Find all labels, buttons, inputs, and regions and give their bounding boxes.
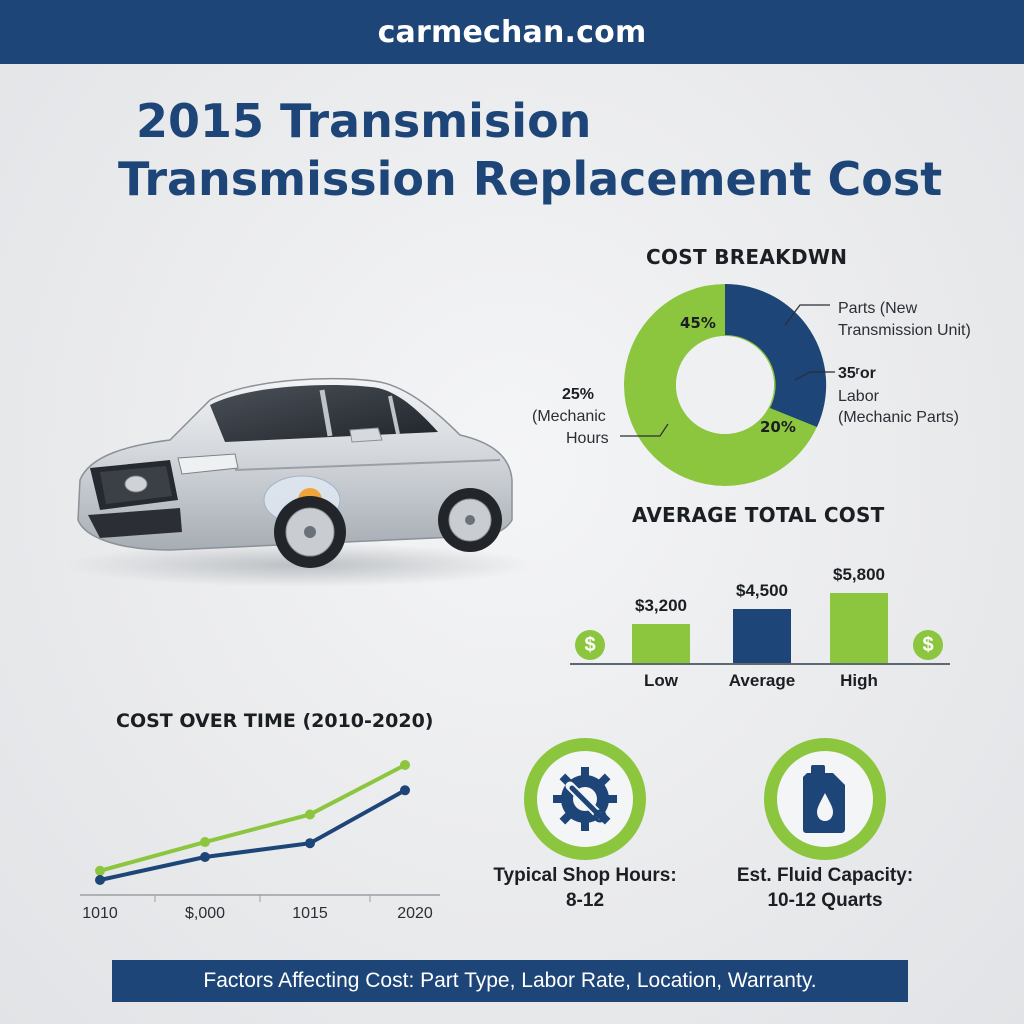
shop-hours-value: 8-12	[565, 890, 605, 911]
cost-breakdown-title: COST BREAKDWN	[646, 245, 848, 269]
factors-text: Factors Affecting Cost: Part Type, Labor…	[203, 969, 817, 992]
bar-value-label: $4,500	[736, 581, 788, 600]
series-point	[400, 785, 410, 796]
fluid-capacity-text: Est. Fluid Capacity: 10-12 Quarts	[715, 863, 935, 913]
bar-high	[830, 593, 888, 663]
title-line-2: Transmission Replacement Cost	[118, 152, 943, 206]
shop-hours-label: Typical Shop Hours:	[493, 865, 677, 886]
series-line-0	[99, 763, 406, 873]
series-point	[400, 760, 410, 770]
series-point	[95, 875, 105, 885]
x-tick-label: 2020	[397, 905, 433, 922]
label-mech-pct: 25%	[562, 386, 595, 403]
series-line-1	[99, 788, 406, 882]
label-mech-1: (Mechanic	[532, 408, 606, 425]
series-point	[305, 838, 315, 849]
site-name[interactable]: carmechan.com	[377, 14, 647, 50]
cost-over-time-title: COST OVER TIME (2010-2020)	[116, 710, 434, 732]
fluid-capacity-value: 10-12 Quarts	[767, 890, 883, 911]
bar-low	[632, 624, 690, 663]
bar-value-label: $5,800	[833, 565, 885, 584]
label-parts-2: Transmission Unit)	[838, 322, 971, 339]
series-point	[200, 852, 210, 862]
x-tick-label: $,000	[185, 905, 225, 922]
fluid-capacity-label: Est. Fluid Capacity:	[736, 865, 914, 886]
fluid-jug-icon	[803, 765, 845, 833]
label-labor-pct: 35ʳor	[838, 365, 876, 382]
bar-category-label: Low	[644, 671, 678, 690]
sedan-car-illustration	[65, 377, 530, 587]
label-labor-2: (Mechanic Parts)	[838, 409, 959, 426]
label-parts-1: Parts (New	[838, 300, 918, 317]
factors-footer: Factors Affecting Cost: Part Type, Labor…	[112, 960, 908, 1002]
gear-wrench-icon	[553, 767, 617, 831]
series-point	[305, 809, 315, 820]
series-point	[95, 865, 105, 876]
site-header: carmechan.com	[0, 0, 1024, 64]
title-line-1: 2015 Transmision	[136, 94, 592, 148]
shop-hours-text: Typical Shop Hours: 8-12	[470, 863, 700, 913]
bar-average	[733, 609, 791, 663]
pct-20: 20%	[760, 418, 796, 436]
cost-breakdown-donut: 45% 20%	[624, 283, 827, 486]
average-total-cost-title: AVERAGE TOTAL COST	[632, 503, 885, 527]
bar-baseline	[570, 663, 950, 665]
bar-category-label: Average	[728, 671, 796, 690]
series-point	[200, 837, 210, 848]
cost-over-time-chart: 1010 $,000 1015 2020	[80, 760, 440, 922]
bar-value-label: $3,200	[635, 596, 687, 615]
label-labor-1: Labor	[838, 388, 879, 405]
x-tick-label: 1010	[82, 905, 118, 922]
bar-category-label: High	[840, 671, 878, 690]
page-title: 2015 Transmision Transmission Replacemen…	[118, 92, 978, 208]
pct-45: 45%	[680, 314, 716, 332]
shop-hours-badge	[524, 738, 646, 860]
fluid-capacity-badge	[764, 738, 886, 860]
x-tick-label: 1015	[292, 905, 328, 922]
dollar-icon-left: $	[575, 630, 605, 660]
dollar-icon-right: $	[913, 630, 943, 660]
label-mech-2: Hours	[566, 430, 609, 447]
